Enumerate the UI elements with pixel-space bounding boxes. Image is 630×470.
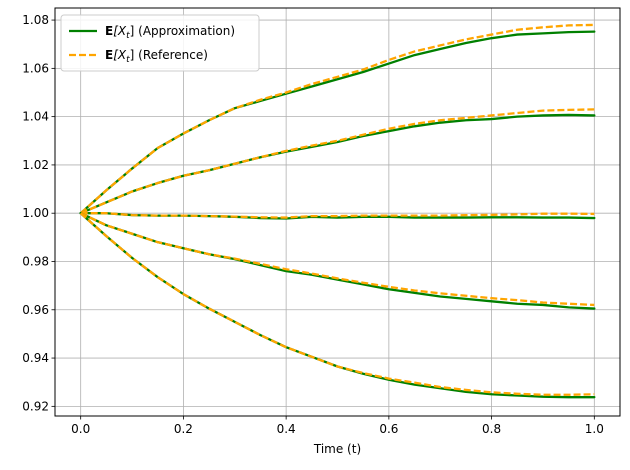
y-tick-label: 1.02 <box>22 158 49 172</box>
y-tick-label: 0.96 <box>22 303 49 317</box>
y-tick-label: 1.04 <box>22 110 49 124</box>
series-group <box>79 23 596 399</box>
x-tick-label: 0.2 <box>174 422 193 436</box>
y-tick-label: 0.98 <box>22 254 49 268</box>
y-tick-label: 1.06 <box>22 61 49 75</box>
reference-series-line <box>80 212 595 219</box>
x-tick-label: 0.8 <box>482 422 501 436</box>
legend-entry-label: E[Xt] (Approximation) <box>105 24 235 41</box>
y-tick-label: 0.94 <box>22 351 49 365</box>
x-axis-label: Time (t) <box>313 442 361 456</box>
approximation-series-line <box>79 212 596 399</box>
approximation-series-line <box>79 212 596 310</box>
legend-box <box>60 14 260 72</box>
x-axis: 0.0 0.2 0.4 0.6 0.8 1.0 <box>71 416 604 436</box>
y-axis: 0.92 0.94 0.96 0.98 1.00 1.02 1.04 1.06 1.08 <box>22 13 55 413</box>
legend-entry-label: E[Xt] (Reference) <box>105 48 208 65</box>
x-tick-label: 0.0 <box>71 422 90 436</box>
x-tick-label: 0.6 <box>379 422 398 436</box>
plot-area-frame <box>54 7 621 417</box>
reference-series-line <box>80 108 595 215</box>
y-tick-label: 0.92 <box>22 399 49 413</box>
reference-series-line <box>79 212 595 396</box>
approximation-series-line <box>79 113 596 215</box>
reference-series-line <box>80 212 595 307</box>
y-tick-label: 1.08 <box>22 13 49 27</box>
legend: E[Xt] (Approximation) E[Xt] (Reference) <box>60 14 260 72</box>
reference-series-line <box>79 23 595 215</box>
x-tick-label: 1.0 <box>585 422 604 436</box>
x-tick-label: 0.4 <box>277 422 296 436</box>
y-tick-label: 1.00 <box>22 206 49 220</box>
